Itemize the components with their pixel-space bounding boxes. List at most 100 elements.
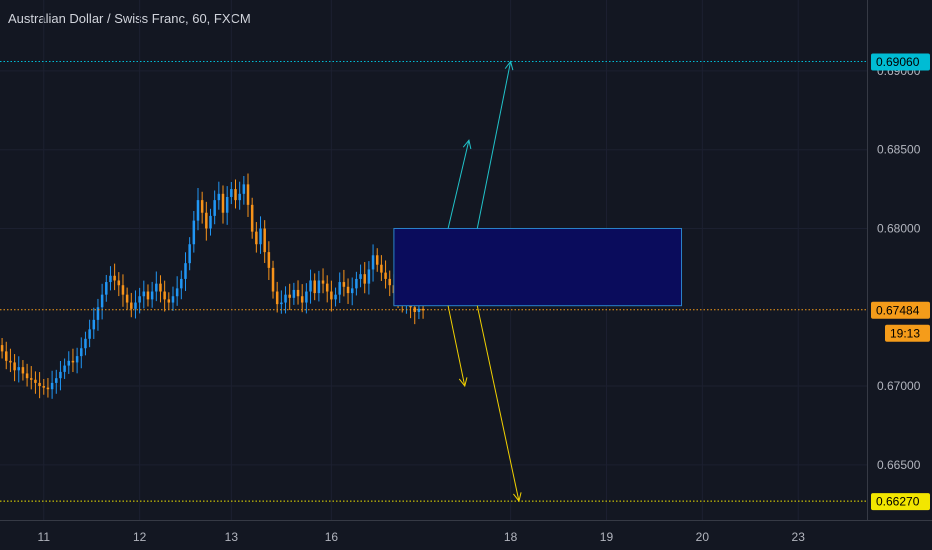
candle-body	[346, 286, 350, 294]
price-tag	[871, 301, 930, 319]
time-tick-label: 16	[325, 530, 339, 544]
candle-body	[159, 283, 162, 292]
countdown-label: 19:13	[890, 326, 920, 340]
candle-body	[167, 299, 171, 303]
candle-body	[188, 244, 191, 264]
candle-body	[309, 280, 312, 292]
candle-body	[180, 278, 183, 289]
time-tick-label: 12	[133, 530, 147, 544]
time-tick-label: 19	[600, 530, 614, 544]
candle-body	[234, 189, 237, 201]
candle-body	[30, 378, 33, 380]
candle-body	[384, 272, 387, 279]
candle-body	[292, 289, 296, 298]
candle-body	[388, 278, 391, 286]
candle-body	[142, 291, 146, 297]
candle-body	[50, 382, 54, 390]
candle-body	[375, 255, 379, 265]
candle-body	[130, 302, 133, 309]
candle-body	[217, 193, 221, 201]
candle-body	[117, 280, 121, 286]
candle-body	[163, 291, 166, 300]
candle-body	[296, 289, 300, 297]
arrow-line[interactable]	[447, 140, 470, 229]
candle-body	[363, 274, 366, 284]
candle-body	[80, 348, 83, 357]
candle-body	[413, 307, 416, 312]
candle-body	[17, 367, 21, 371]
candle-body	[371, 255, 375, 270]
candle-body	[246, 184, 250, 205]
candle-body	[150, 291, 154, 300]
candle-body	[313, 280, 316, 294]
candle-body	[100, 294, 104, 308]
candle-body	[259, 228, 262, 245]
candle-body	[355, 278, 358, 289]
candle-body	[205, 212, 208, 229]
candle-body	[238, 193, 241, 201]
candle-body	[134, 302, 137, 309]
candle-body	[417, 308, 421, 312]
candles	[0, 173, 425, 399]
candle-body	[42, 386, 46, 388]
time-tick-label: 20	[696, 530, 710, 544]
time-tick-label: 23	[792, 530, 806, 544]
candle-body	[109, 275, 112, 283]
candle-body	[25, 373, 29, 379]
candle-body	[367, 269, 371, 284]
candle-body	[5, 351, 8, 361]
arrow-line[interactable]	[476, 305, 520, 502]
candle-body	[213, 200, 216, 216]
candle-body	[155, 283, 158, 292]
countdown-tag	[885, 324, 930, 342]
candle-body	[330, 291, 333, 300]
candle-body	[171, 296, 175, 303]
candle-body	[105, 282, 108, 295]
price-tag-label: 0.67484	[876, 303, 920, 317]
price-tag-label: 0.66270	[876, 495, 920, 509]
price-axis[interactable]: 0.690000.685000.680000.670000.665000.690…	[867, 0, 932, 550]
time-axis[interactable]: 11 12 13 16 18 19 20 23	[0, 520, 932, 550]
candle-body	[125, 294, 129, 303]
price-tag-label: 0.69060	[876, 55, 920, 69]
price-tick-label: 0.68000	[877, 221, 921, 235]
arrow-line[interactable]	[476, 61, 512, 229]
candle-body	[359, 274, 362, 279]
price-tag	[871, 493, 930, 511]
candle-body	[34, 379, 37, 383]
candle-body	[71, 360, 75, 363]
candle-body	[113, 275, 116, 281]
arrow-line[interactable]	[447, 305, 466, 387]
candle-body	[334, 294, 337, 300]
candle-body	[250, 204, 254, 232]
candle-body	[305, 291, 308, 303]
zone-rectangle[interactable]	[393, 227, 683, 307]
candle-body	[184, 263, 187, 279]
candle-body	[255, 231, 258, 245]
price-axis-bg	[867, 0, 932, 520]
candle-body	[380, 264, 383, 273]
candle-body	[55, 378, 58, 383]
price-tick-label: 0.66500	[877, 458, 921, 472]
candle-body	[59, 371, 62, 379]
candle-body	[21, 367, 25, 374]
candle-body	[242, 184, 246, 194]
candle-body	[84, 338, 87, 349]
candle-body	[67, 360, 71, 366]
candle-body	[175, 288, 179, 297]
candle-body	[192, 220, 196, 245]
candle-body	[284, 294, 287, 303]
candle-body	[288, 294, 291, 298]
price-tick-label: 0.68500	[877, 143, 921, 157]
time-tick-label: 13	[225, 530, 239, 544]
price-tick-label: 0.67000	[877, 379, 921, 393]
candle-body	[200, 200, 204, 213]
candle-body	[196, 200, 200, 221]
candle-body	[96, 307, 100, 320]
candle-body	[221, 193, 225, 213]
candle-body	[280, 302, 283, 305]
chart-title: Australian Dollar / Swiss Franc, 60, FXC…	[8, 11, 251, 26]
candle-body	[138, 296, 141, 303]
candle-body	[225, 196, 229, 213]
